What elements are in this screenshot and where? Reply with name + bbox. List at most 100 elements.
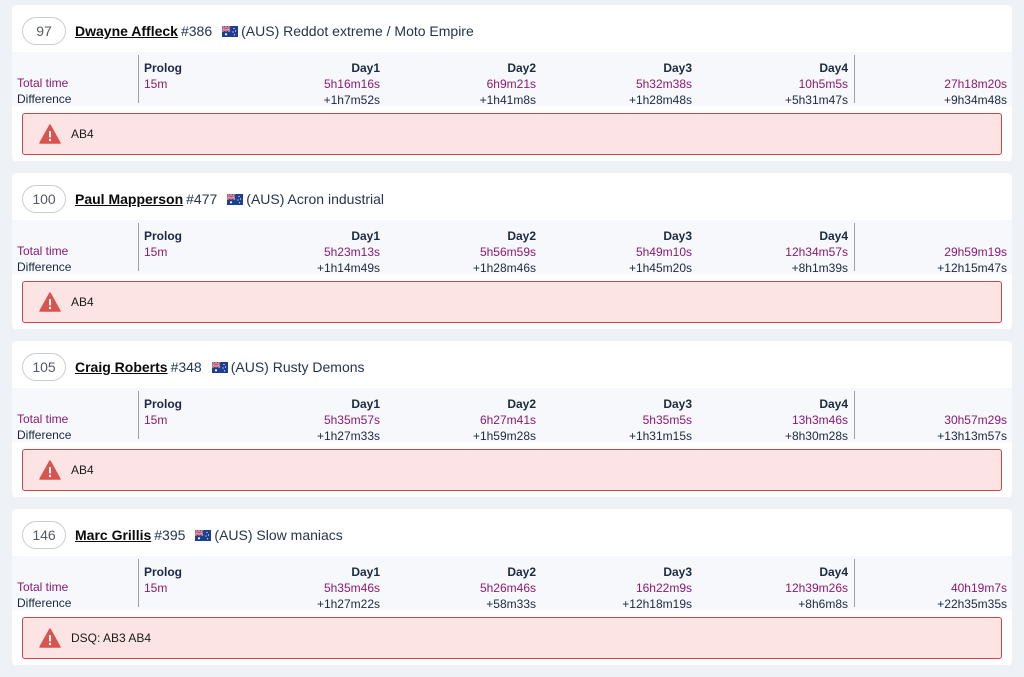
rider-name-link[interactable]: Paul Mapperson bbox=[75, 191, 184, 207]
prolog-total: 15m bbox=[144, 77, 168, 91]
day2-header: Day2 bbox=[507, 61, 536, 75]
position-badge: 105 bbox=[22, 353, 66, 381]
rider-number: #348 bbox=[170, 359, 202, 375]
day4-diff: +8h30m28s bbox=[784, 429, 848, 443]
day4-column: Day4 12h39m26s +8h6m8s bbox=[768, 565, 848, 613]
overall-diff: +22h35m35s bbox=[937, 597, 1007, 611]
rider-name-link[interactable]: Craig Roberts bbox=[75, 359, 168, 375]
day2-total: 6h9m21s bbox=[486, 77, 536, 91]
day1-total: 5h16m16s bbox=[323, 77, 380, 91]
prolog-header: Prolog bbox=[144, 565, 182, 579]
alert-text: AB4 bbox=[71, 295, 94, 309]
alert-text: DSQ: AB3 AB4 bbox=[71, 631, 152, 645]
day4-diff: +8h1m39s bbox=[791, 261, 848, 275]
day2-header: Day2 bbox=[507, 397, 536, 411]
day2-total: 6h27m41s bbox=[479, 413, 536, 427]
day3-header: Day3 bbox=[663, 229, 692, 243]
divider bbox=[854, 55, 855, 103]
team-name: (AUS) Rusty Demons bbox=[230, 359, 365, 375]
penalty-alert: AB4 bbox=[22, 113, 1002, 155]
day2-diff: +58m33s bbox=[486, 597, 536, 611]
day1-total: 5h35m57s bbox=[323, 413, 380, 427]
team-name: (AUS) Reddot extreme / Moto Empire bbox=[241, 23, 474, 39]
total-time-label: Total time bbox=[17, 244, 69, 258]
alert-text: AB4 bbox=[71, 127, 94, 141]
prolog-column: Prolog 15m bbox=[144, 229, 224, 277]
rider-number: #386 bbox=[180, 23, 213, 39]
position-badge: 100 bbox=[22, 185, 66, 213]
day1-header: Day1 bbox=[351, 229, 380, 243]
overall-header bbox=[892, 565, 1007, 581]
prolog-header: Prolog bbox=[144, 397, 182, 411]
day1-column: Day1 5h35m57s +1h27m33s bbox=[300, 397, 380, 445]
warning-triangle-icon bbox=[39, 124, 61, 144]
day1-header: Day1 bbox=[351, 397, 380, 411]
total-time-label: Total time bbox=[17, 412, 69, 426]
stage-times: Total time Difference Prolog 15m Day1 5h… bbox=[12, 556, 1012, 613]
day2-diff: +1h59m28s bbox=[472, 429, 536, 443]
overall-column: 29h59m19s +12h15m47s bbox=[892, 229, 1007, 277]
difference-label: Difference bbox=[17, 428, 72, 442]
penalty-alert: AB4 bbox=[22, 449, 1002, 491]
rider-header: 97 Dwayne Affleck #386 (AUS) bbox=[22, 16, 474, 46]
day3-header: Day3 bbox=[663, 565, 692, 579]
stage-times: Total time Difference Prolog 15m Day1 5h… bbox=[12, 52, 1012, 109]
overall-diff: +12h15m47s bbox=[937, 261, 1007, 275]
stage-times: Total time Difference Prolog 15m Day1 5h… bbox=[12, 220, 1012, 277]
day2-column: Day2 6h9m21s +1h41m8s bbox=[456, 61, 536, 109]
difference-label: Difference bbox=[17, 92, 72, 106]
rider-header: 105 Craig Roberts #348 (AUS) bbox=[22, 352, 365, 382]
day3-total: 5h49m10s bbox=[635, 245, 692, 259]
overall-total: 30h57m29s bbox=[944, 413, 1007, 427]
prolog-diff bbox=[144, 261, 224, 277]
overall-total: 27h18m20s bbox=[944, 77, 1007, 91]
prolog-column: Prolog 15m bbox=[144, 61, 224, 109]
day1-diff: +1h7m52s bbox=[323, 93, 380, 107]
overall-diff: +13h13m57s bbox=[937, 429, 1007, 443]
prolog-header: Prolog bbox=[144, 229, 182, 243]
day3-column: Day3 5h35m5s +1h31m15s bbox=[612, 397, 692, 445]
day3-total: 16h22m9s bbox=[635, 581, 692, 595]
day1-column: Day1 5h35m46s +1h27m22s bbox=[300, 565, 380, 613]
day4-header: Day4 bbox=[819, 61, 848, 75]
prolog-column: Prolog 15m bbox=[144, 397, 224, 445]
australia-flag-icon bbox=[227, 193, 244, 205]
day1-column: Day1 5h23m13s +1h14m49s bbox=[300, 229, 380, 277]
overall-column: 30h57m29s +13h13m57s bbox=[892, 397, 1007, 445]
overall-total: 40h19m7s bbox=[950, 581, 1007, 595]
overall-header bbox=[892, 61, 1007, 77]
rider-name-link[interactable]: Dwayne Affleck bbox=[75, 23, 178, 39]
total-time-label: Total time bbox=[17, 76, 69, 90]
day4-column: Day4 10h5m5s +5h31m47s bbox=[768, 61, 848, 109]
rider-name-link[interactable]: Marc Grillis bbox=[75, 527, 152, 543]
day3-diff: +1h31m15s bbox=[628, 429, 692, 443]
day4-header: Day4 bbox=[819, 565, 848, 579]
day4-column: Day4 13h3m46s +8h30m28s bbox=[768, 397, 848, 445]
day3-header: Day3 bbox=[663, 397, 692, 411]
day3-total: 5h32m38s bbox=[635, 77, 692, 91]
day3-column: Day3 5h32m38s +1h28m48s bbox=[612, 61, 692, 109]
day1-header: Day1 bbox=[351, 565, 380, 579]
warning-triangle-icon bbox=[39, 628, 61, 648]
day2-header: Day2 bbox=[507, 565, 536, 579]
divider bbox=[138, 55, 139, 103]
rider-header: 100 Paul Mapperson #477 (AUS) bbox=[22, 184, 384, 214]
australia-flag-icon bbox=[195, 529, 212, 541]
day2-column: Day2 6h27m41s +1h59m28s bbox=[456, 397, 536, 445]
overall-column: 27h18m20s +9h34m48s bbox=[892, 61, 1007, 109]
rider-number: #477 bbox=[186, 191, 218, 207]
prolog-header: Prolog bbox=[144, 61, 182, 75]
australia-flag-icon bbox=[222, 25, 239, 37]
day3-header: Day3 bbox=[663, 61, 692, 75]
day3-diff: +1h28m48s bbox=[628, 93, 692, 107]
day3-column: Day3 5h49m10s +1h45m20s bbox=[612, 229, 692, 277]
day4-total: 10h5m5s bbox=[798, 77, 848, 91]
prolog-diff bbox=[144, 93, 224, 109]
day1-total: 5h35m46s bbox=[323, 581, 380, 595]
day2-column: Day2 5h56m59s +1h28m46s bbox=[456, 229, 536, 277]
day1-header: Day1 bbox=[351, 61, 380, 75]
day4-total: 12h39m26s bbox=[785, 581, 848, 595]
day1-total: 5h23m13s bbox=[323, 245, 380, 259]
overall-diff: +9h34m48s bbox=[943, 93, 1007, 107]
prolog-total: 15m bbox=[144, 413, 168, 427]
